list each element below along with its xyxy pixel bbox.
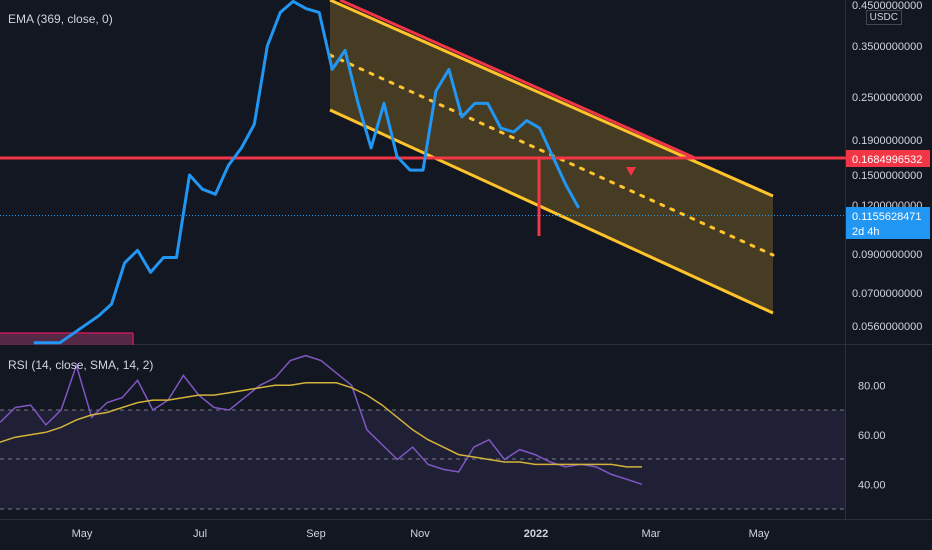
main-pane[interactable] [0,0,846,345]
channel-lower[interactable] [329,108,774,315]
price-tick-label: 0.0900000000 [852,249,922,261]
resistance-line[interactable] [339,0,696,160]
red-marker-down[interactable] [626,167,636,176]
price-axis[interactable]: 0.4500000000 0.3500000000 0.2500000000 0.19… [852,0,922,333]
price-tick-label: 0.3500000000 [852,41,922,53]
price-tick-label: 0.0560000000 [852,321,922,333]
price-tick-label: 0.1500000000 [852,170,922,182]
time-tick-label: Sep [306,528,326,540]
time-tick-label: Jul [193,528,207,540]
currency-badge[interactable]: USDC [865,10,902,25]
last-price-label: 0.1155628471 [852,211,922,223]
time-tick-label: May [72,528,93,540]
main-legend[interactable]: EMA (369, close, 0) [8,12,113,26]
time-tick-label: May [749,528,770,540]
rsi-tick-label: 80.00 [858,380,886,392]
rsi-legend[interactable]: RSI (14, close, SMA, 14, 2) [8,358,154,372]
price-series-line[interactable] [33,0,580,345]
rsi-ma-line[interactable] [0,382,642,468]
hline-price-box [846,150,930,167]
last-price-box [846,207,930,239]
last-price-countdown: 2d 4h [852,226,880,238]
price-tick-label: 0.1900000000 [852,135,922,147]
rsi-tick-label: 40.00 [858,479,886,491]
hline-price-label: 0.1684996532 [852,154,922,166]
time-axis[interactable]: May Jul Sep Nov 2022 Mar May [72,528,770,540]
price-tick-label: 0.2500000000 [852,92,922,104]
time-tick-label: Mar [642,528,661,540]
price-tick-label: 0.0700000000 [852,288,922,300]
rsi-line[interactable] [0,354,643,486]
rsi-tick-label: 60.00 [858,430,886,442]
channel-upper[interactable] [329,0,774,198]
rsi-axis[interactable]: 80.00 60.00 40.00 [858,380,886,491]
price-tick-label: 0.4500000000 [852,0,922,12]
time-tick-label: 2022 [524,528,548,540]
time-tick-label: Nov [410,528,430,540]
rsi-pane[interactable] [0,354,846,510]
